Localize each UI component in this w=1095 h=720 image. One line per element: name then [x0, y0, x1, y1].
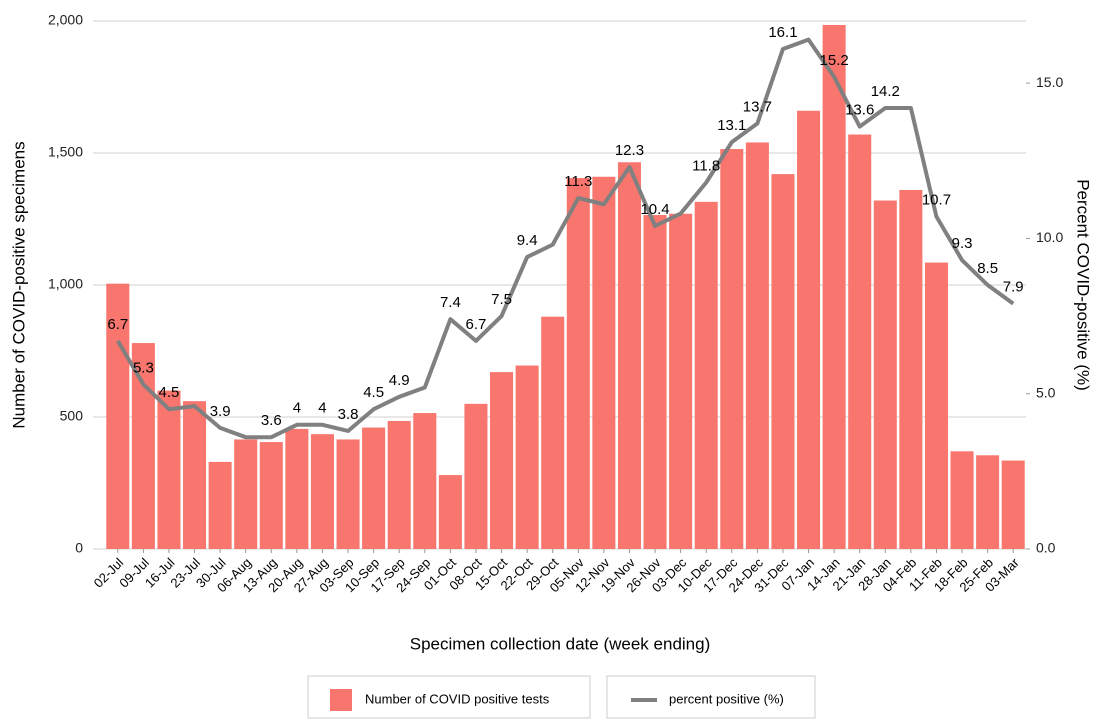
data-label: 5.3 — [133, 359, 154, 376]
bar — [694, 201, 718, 549]
data-label: 13.1 — [717, 117, 746, 134]
data-label: 7.4 — [440, 294, 461, 311]
bar — [541, 316, 565, 549]
data-label: 11.3 — [564, 173, 592, 190]
bar — [131, 343, 155, 549]
bar — [285, 428, 309, 549]
y2-tick-label: 15.0 — [1036, 74, 1063, 90]
bar — [515, 365, 539, 549]
bar — [413, 413, 437, 549]
y-axis-title: Number of COVID-positive specimens — [9, 141, 28, 428]
bar — [797, 110, 821, 549]
bar — [669, 213, 693, 549]
bar — [745, 142, 769, 549]
data-label: 13.7 — [743, 98, 772, 115]
y-tick-label: 1,000 — [48, 276, 83, 292]
data-label: 3.6 — [261, 412, 282, 429]
y-tick-label: 1,500 — [48, 144, 83, 160]
data-label: 4.5 — [159, 384, 180, 401]
bar — [592, 176, 616, 549]
data-label: 6.7 — [107, 316, 128, 333]
y-tick-label: 500 — [60, 408, 84, 424]
bar — [899, 189, 923, 549]
y2-tick-label: 5.0 — [1036, 384, 1056, 400]
data-label: 15.2 — [820, 52, 849, 69]
bar — [720, 149, 744, 550]
legend-box — [307, 675, 591, 719]
legend-item: Number of COVID positive tests — [307, 675, 591, 719]
bar — [183, 401, 207, 549]
bar — [336, 439, 360, 549]
bar — [1001, 460, 1025, 549]
data-label: 3.9 — [210, 403, 231, 420]
data-label: 10.7 — [922, 192, 951, 209]
legend-swatch — [330, 689, 352, 711]
legend-label: percent positive (%) — [669, 691, 784, 706]
data-label: 3.8 — [338, 406, 359, 423]
data-label: 4 — [318, 400, 326, 417]
bar — [234, 439, 258, 549]
bar — [924, 262, 948, 549]
bar — [617, 162, 641, 550]
data-label: 4.5 — [363, 384, 384, 401]
bar — [771, 174, 795, 549]
data-label: 13.6 — [845, 102, 874, 119]
y-tick-label: 0 — [75, 540, 83, 556]
y2-tick-label: 10.0 — [1036, 229, 1063, 245]
data-label: 10.4 — [640, 201, 669, 218]
bar — [438, 475, 462, 549]
bar — [873, 200, 897, 549]
legend-box — [606, 675, 816, 719]
bar — [822, 24, 846, 549]
legend-item: percent positive (%) — [606, 675, 816, 719]
data-label: 4.9 — [389, 372, 410, 389]
bar — [490, 372, 514, 549]
bar — [976, 455, 1000, 549]
bar — [464, 403, 488, 549]
y2-tick-label: 0.0 — [1036, 540, 1056, 556]
y-tick-label: 2,000 — [48, 12, 83, 28]
data-label: 6.7 — [466, 316, 487, 333]
bar — [950, 451, 974, 549]
bar — [387, 420, 411, 549]
data-label: 14.2 — [871, 83, 900, 100]
bar — [208, 461, 232, 549]
data-label: 7.9 — [1003, 279, 1024, 296]
y2-axis-title: Percent COVID-positive (%) — [1074, 179, 1093, 391]
data-label: 8.5 — [977, 260, 998, 277]
bar — [259, 442, 283, 549]
legend-label: Number of COVID positive tests — [365, 691, 550, 706]
bar — [848, 134, 872, 549]
data-label: 9.3 — [952, 235, 973, 252]
data-label: 11.8 — [692, 157, 720, 174]
bar — [643, 215, 667, 550]
data-label: 9.4 — [517, 232, 538, 249]
line — [116, 37, 1015, 440]
data-label: 7.5 — [491, 291, 512, 308]
bar — [566, 178, 590, 549]
data-label: 12.3 — [615, 142, 644, 159]
x-axis-title: Specimen collection date (week ending) — [410, 634, 711, 653]
bar — [157, 390, 181, 549]
data-label: 4 — [293, 400, 301, 417]
data-label: 16.1 — [768, 24, 797, 41]
bar — [310, 434, 334, 549]
bar — [362, 427, 386, 549]
